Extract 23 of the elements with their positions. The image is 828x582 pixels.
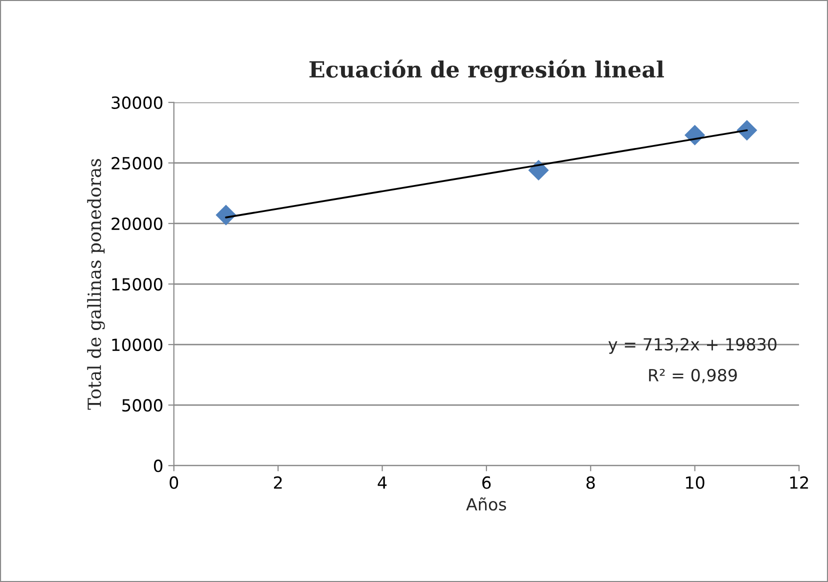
annotation: R² = 0,989 — [649, 368, 737, 384]
point — [684, 124, 706, 146]
x-tick-label: 0 — [170, 476, 178, 489]
x-tick-label: 6 — [482, 476, 491, 489]
x-tick-label: 10 — [686, 476, 704, 489]
y-tick-label: 5000 — [122, 399, 162, 412]
x-tick-label: 12 — [790, 476, 808, 489]
y-tick-label: 0 — [154, 460, 162, 472]
y-tick-label: 25000 — [112, 156, 162, 170]
y-tick-label: 30000 — [112, 96, 162, 109]
x-tick-label: 4 — [378, 476, 387, 489]
point — [736, 120, 758, 141]
x-axis-title: Años — [466, 497, 506, 511]
x-tick-label: 2 — [274, 476, 282, 489]
y-tick-label: 10000 — [112, 338, 162, 352]
y-tick-label: 15000 — [112, 278, 162, 291]
point — [528, 160, 549, 181]
annotation: y = 713,2x + 19830 — [608, 338, 776, 354]
y-axis-title: Total de gallinas ponedoras — [87, 158, 105, 410]
y-tick-label: 20000 — [112, 217, 162, 230]
x-tick-label: 8 — [586, 476, 595, 489]
chart-title: Ecuación de regresión lineal — [309, 60, 664, 82]
point — [216, 204, 236, 226]
